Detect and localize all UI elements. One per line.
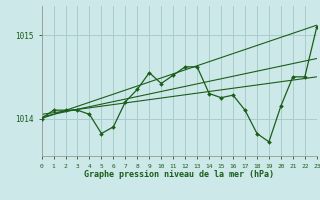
X-axis label: Graphe pression niveau de la mer (hPa): Graphe pression niveau de la mer (hPa)	[84, 170, 274, 179]
